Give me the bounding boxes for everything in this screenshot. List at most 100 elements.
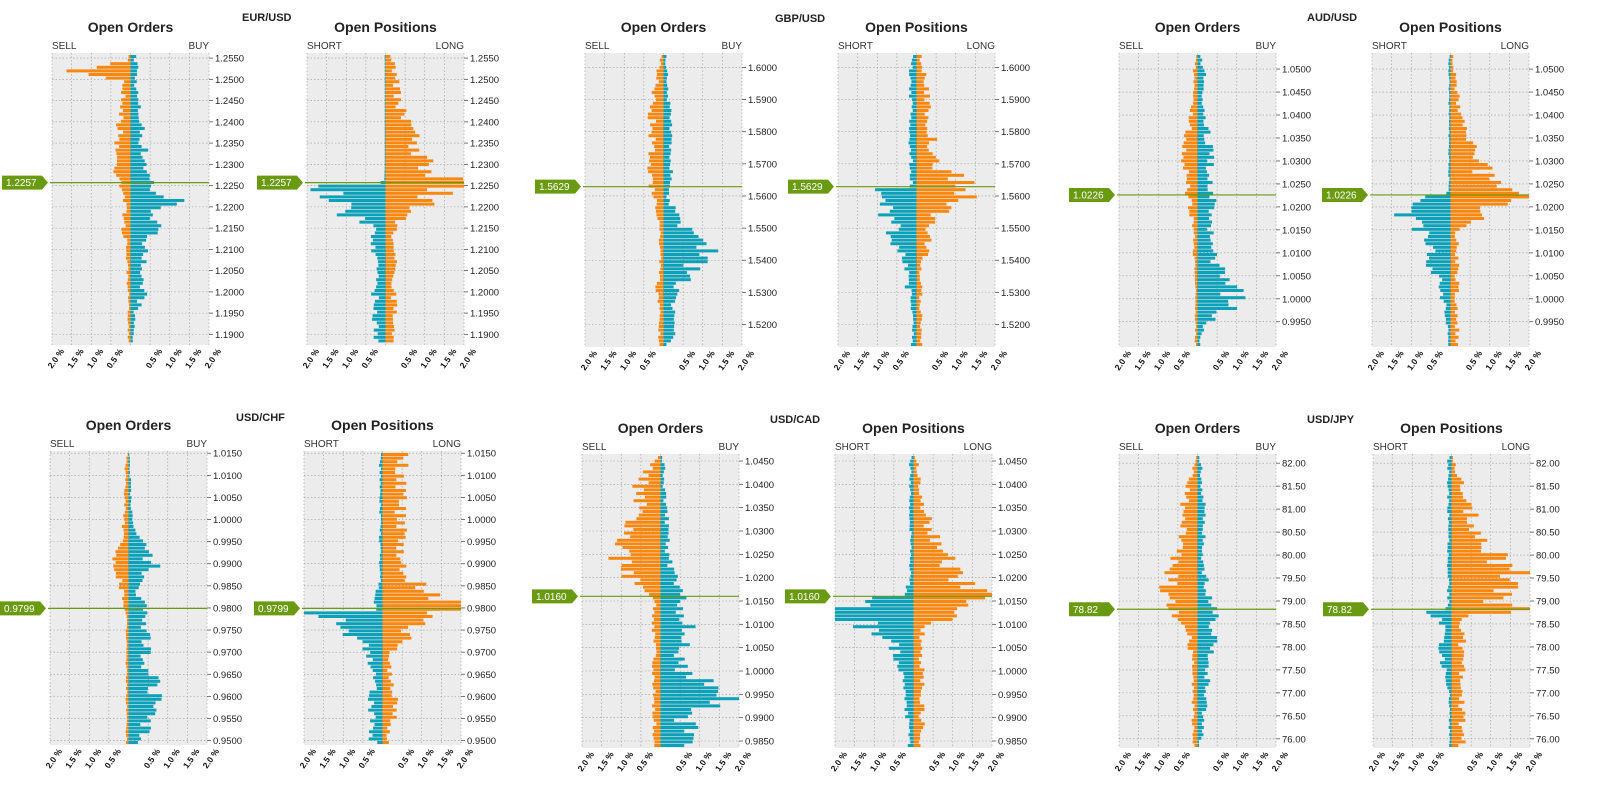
long-bar <box>1451 589 1494 593</box>
y-tick-label: 0.9650 <box>213 670 242 681</box>
short-bar <box>911 531 914 535</box>
short-bar <box>909 736 914 740</box>
short-bar <box>365 217 386 220</box>
buy-bar <box>663 112 671 116</box>
sell-bar <box>1193 242 1198 246</box>
long-bar <box>1451 582 1518 585</box>
long-bar <box>1450 267 1459 271</box>
short-bar <box>376 278 386 282</box>
long-bar <box>1451 456 1453 459</box>
short-bar <box>910 481 914 485</box>
short-bar <box>885 199 917 202</box>
sell-bar <box>621 574 661 578</box>
long-bar <box>916 206 952 210</box>
short-bar <box>384 62 386 66</box>
sell-bar <box>1193 470 1198 474</box>
buy-bar <box>663 292 678 296</box>
long-bar <box>1450 87 1455 91</box>
sell-bar <box>1164 571 1198 575</box>
short-bar <box>1449 582 1452 585</box>
short-bar <box>384 177 386 181</box>
short-bar <box>909 513 914 517</box>
short-bar <box>910 299 917 303</box>
orders-title: Open Orders <box>618 420 704 436</box>
short-bar <box>1448 585 1452 589</box>
long-bar <box>382 701 398 705</box>
current-price-flag <box>1069 602 1115 617</box>
y-tick-label: 80.00 <box>1282 551 1306 562</box>
short-bar <box>853 625 914 629</box>
sell-bar <box>1193 231 1198 235</box>
long-bar <box>382 661 390 665</box>
buy-bar <box>128 553 153 557</box>
sell-bar <box>128 296 131 300</box>
sell-bar <box>125 256 131 260</box>
sell-bar <box>126 636 129 640</box>
short-bar <box>375 672 383 676</box>
sell-bar <box>1194 256 1198 260</box>
buy-bar <box>663 328 674 332</box>
short-bar <box>1447 556 1452 560</box>
buy-bar <box>663 263 684 267</box>
short-bar <box>370 719 383 723</box>
buy-bar <box>128 607 144 611</box>
sell-bar <box>126 651 129 654</box>
long-bar <box>382 600 461 604</box>
long-bar <box>1451 621 1460 625</box>
short-bar <box>913 321 917 325</box>
short-bar <box>1443 299 1451 303</box>
x-tick-label: 0.5 % <box>1211 348 1232 372</box>
long-bar <box>1450 155 1473 159</box>
buy-bar <box>130 310 134 314</box>
y-tick-label: 1.2250 <box>470 181 499 192</box>
short-bar <box>1447 481 1452 485</box>
sell-bar <box>659 343 664 346</box>
sell-bar <box>658 328 664 332</box>
long-bar <box>1450 202 1508 206</box>
buy-bar <box>663 289 680 292</box>
buy-bar <box>130 119 140 123</box>
long-bar <box>382 629 401 633</box>
long-bar <box>913 553 948 557</box>
sell-bar <box>1194 726 1198 729</box>
buy-bar <box>1197 281 1226 285</box>
short-bar <box>910 76 917 80</box>
buy-bar <box>1197 492 1202 495</box>
buy-bar <box>130 209 151 213</box>
long-bar <box>916 152 933 156</box>
sell-bar <box>655 285 664 289</box>
short-bar <box>1439 281 1451 285</box>
buy-bar <box>660 600 681 603</box>
x-tick-label: 1.0 % <box>1406 749 1427 773</box>
long-bar <box>385 310 397 314</box>
buy-bar <box>128 654 141 658</box>
long-bar <box>1450 141 1474 145</box>
sell-bar <box>124 496 129 500</box>
x-tick-label: 2.0 % <box>988 348 1009 372</box>
short-bar <box>910 307 917 310</box>
short-bar <box>376 321 386 325</box>
long-label: LONG <box>436 41 465 52</box>
buy-bar <box>1197 278 1230 282</box>
short-bar <box>384 130 386 134</box>
long-bar <box>1450 260 1456 264</box>
short-bar <box>912 325 917 328</box>
short-bar <box>378 339 386 343</box>
buy-bar <box>660 632 685 636</box>
buy-bar <box>660 654 674 657</box>
long-bar <box>913 718 922 722</box>
sell-bar <box>660 267 664 271</box>
sell-bar <box>1194 87 1198 91</box>
short-bar <box>351 206 386 210</box>
buy-bar <box>1197 76 1204 80</box>
long-bar <box>913 610 955 614</box>
sell-bar <box>119 145 131 148</box>
long-bar <box>913 492 920 495</box>
long-bar <box>382 589 424 593</box>
sell-bar <box>631 560 661 564</box>
x-tick-label: 0.5 % <box>1425 749 1446 773</box>
sell-bar <box>652 661 661 665</box>
short-bar <box>1449 711 1452 715</box>
sell-bar <box>122 579 129 582</box>
short-bar <box>375 593 383 597</box>
